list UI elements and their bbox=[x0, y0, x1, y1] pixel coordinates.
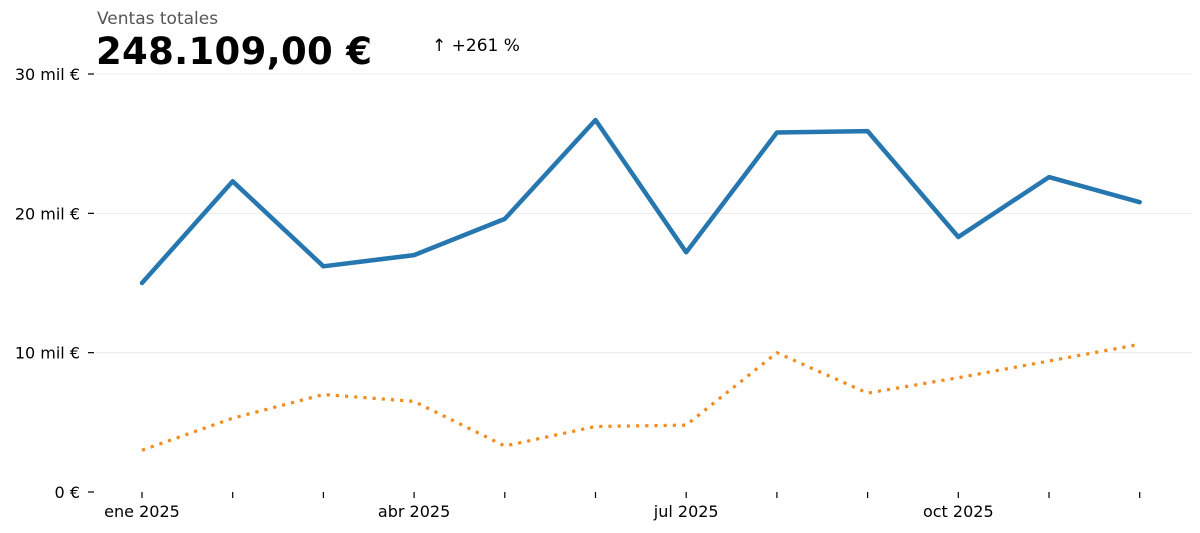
series-line-secondary bbox=[141, 342, 1140, 452]
axis-layer: 0 € 10 mil € 20 mil € 30 mil € ene 2025 abr 2… bbox=[15, 65, 1141, 521]
y-tick-label: 0 € bbox=[55, 483, 80, 502]
x-tick-label: jul 2025 bbox=[653, 502, 719, 521]
series-layer bbox=[139, 117, 1142, 452]
x-tick-label: ene 2025 bbox=[104, 502, 180, 521]
x-tick-label: oct 2025 bbox=[923, 502, 994, 521]
kpi-label: Ventas totales bbox=[97, 9, 219, 29]
series-line-primary bbox=[139, 117, 1142, 286]
kpi-delta: ↑ +261 % bbox=[432, 36, 520, 56]
kpi-value: 248.109,00 € bbox=[96, 30, 373, 73]
grid-layer bbox=[96, 73, 1192, 354]
y-tick-label: 30 mil € bbox=[15, 65, 80, 84]
y-tick-label: 20 mil € bbox=[15, 204, 80, 223]
x-tick-label: abr 2025 bbox=[378, 502, 450, 521]
y-tick-label: 10 mil € bbox=[15, 344, 80, 363]
